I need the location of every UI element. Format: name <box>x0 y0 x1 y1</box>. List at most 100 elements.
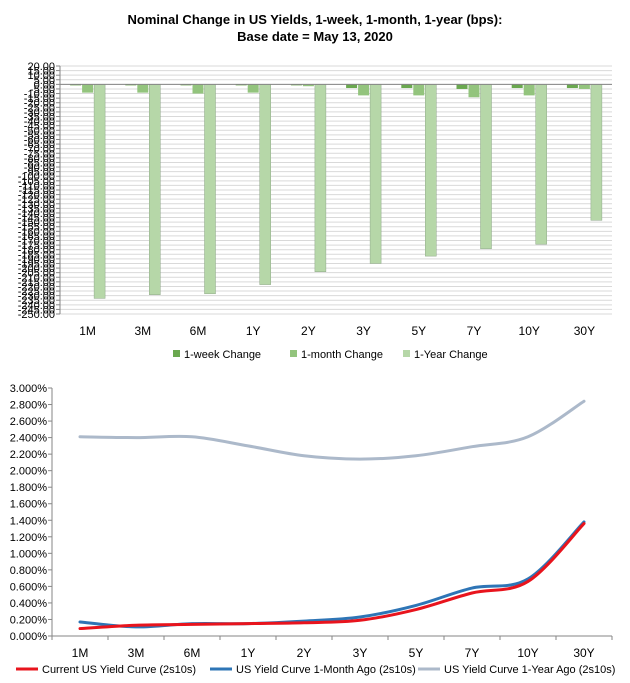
bar-1-month-change-2y <box>302 84 314 87</box>
bar-1-month-change-3y <box>358 84 370 96</box>
line-x-tick-label: 3M <box>128 646 145 660</box>
bar-y-tick-label: -5.00 <box>30 84 55 96</box>
bar-1-week-change-30y <box>566 84 578 89</box>
bar-x-tick-label: 3M <box>134 324 151 338</box>
bar-legend: 1-week Change 1-month Change 1-Year Change <box>173 349 488 361</box>
bar-y-tick-label: -130.00 <box>18 199 55 211</box>
line-x-tick-label: 30Y <box>573 646 594 660</box>
line-x-tick-label: 6M <box>184 646 201 660</box>
bar-y-tick-label: 15.00 <box>27 66 55 78</box>
bar-y-tick-label: 5.00 <box>34 75 55 87</box>
bar-y-tick-label: -210.00 <box>18 272 55 284</box>
line-y-tick-label: 0.000% <box>10 631 48 643</box>
bar-y-tick-label: -125.00 <box>18 194 55 206</box>
line-x-tick-label: 2Y <box>297 646 312 660</box>
line-current-us-yield-curve-2s10s <box>78 522 586 631</box>
line-x-tick-label: 10Y <box>517 646 538 660</box>
bar-y-tick-label: 0.00 <box>34 79 55 91</box>
bar-y-tick-label: -180.00 <box>18 245 55 257</box>
bar-x-tick-label: 3Y <box>356 324 371 338</box>
bar-y-tick-label: -145.00 <box>18 213 55 225</box>
bar-y-tick-label: 10.00 <box>27 70 55 82</box>
line-y-tick-label: 2.000% <box>10 466 48 478</box>
bar-y-tick-label: -245.00 <box>18 304 55 316</box>
line-x-axis: 1M 3M 6M 1Y 2Y 3Y 5Y 7Y 10Y 30Y <box>51 635 613 660</box>
bar-x-tick-label: 7Y <box>467 324 482 338</box>
line-y-tick-label: 0.400% <box>10 598 48 610</box>
bar-y-tick-label: -45.00 <box>24 121 55 133</box>
bar-y-tick-label: -40.00 <box>24 116 55 128</box>
bar-x-axis: 1M 3M 6M 1Y 2Y 3Y 5Y 7Y 10Y 30Y <box>60 83 612 338</box>
bar-1-month-change-5y <box>413 84 425 96</box>
bar-y-tick-label: -250.00 <box>18 309 55 321</box>
bar-y-tick-label: -95.00 <box>24 167 55 179</box>
bar-y-tick-label: -65.00 <box>24 139 55 151</box>
bar-y-tick-label: -215.00 <box>18 277 55 289</box>
bar-x-tick-label: 10Y <box>519 324 540 338</box>
line-y-tick-label: 0.800% <box>10 565 48 577</box>
bar-chart-subtitle: Base date = May 13, 2020 <box>237 29 393 44</box>
line-y-tick-label: 3.000% <box>10 383 48 395</box>
bar-y-tick-label: -200.00 <box>18 263 55 275</box>
bar-1-week-change-7y <box>456 84 468 89</box>
bar-y-tick-label: -235.00 <box>18 295 55 307</box>
bar-y-tick-label: 20.00 <box>27 61 55 73</box>
bar-legend-label: 1-Year Change <box>414 349 488 361</box>
bar-y-tick-label: -140.00 <box>18 208 55 220</box>
bar-y-tick-label: -55.00 <box>24 130 55 142</box>
bar-y-tick-label: -185.00 <box>18 249 55 261</box>
line-y-tick-label: 1.400% <box>10 515 48 527</box>
bar-1-week-change-10y <box>511 84 523 89</box>
bar-y-tick-label: -170.00 <box>18 236 55 248</box>
bar-y-tick-label: -70.00 <box>24 144 55 156</box>
bar-y-tick-label: -240.00 <box>18 300 55 312</box>
bar-x-tick-label: 5Y <box>411 324 426 338</box>
line-y-tick-label: 2.800% <box>10 400 48 412</box>
bar-x-tick-label: 6M <box>190 324 207 338</box>
line-series <box>78 399 586 631</box>
bar-y-tick-label: -135.00 <box>18 203 55 215</box>
bar-y-tick-label: -205.00 <box>18 268 55 280</box>
line-y-tick-label: 0.200% <box>10 614 48 626</box>
bar-1-month-change-1m <box>82 84 94 93</box>
bar-y-tick-label: -175.00 <box>18 240 55 252</box>
line-y-tick-label: 1.000% <box>10 548 48 560</box>
bar-y-tick-label: -85.00 <box>24 157 55 169</box>
bar-x-tick-label: 1Y <box>246 324 261 338</box>
line-x-tick-label: 1M <box>72 646 89 660</box>
bar-y-tick-label: -15.00 <box>24 93 55 105</box>
line-x-tick-label: 1Y <box>241 646 256 660</box>
bar-y-tick-label: -100.00 <box>18 171 55 183</box>
line-y-tick-label: 1.800% <box>10 482 48 494</box>
bar-y-tick-label: -105.00 <box>18 176 55 188</box>
bar-y-tick-label: -195.00 <box>18 258 55 270</box>
line-y-tick-label: 2.200% <box>10 449 48 461</box>
bar-y-tick-label: -35.00 <box>24 112 55 124</box>
bar-y-tick-label: -150.00 <box>18 217 55 229</box>
bar-y-tick-label: -90.00 <box>24 162 55 174</box>
line-us-yield-curve-1-month-ago-2s10s <box>78 520 586 629</box>
line-y-tick-label: 2.400% <box>10 433 48 445</box>
bar-chart: Nominal Change in US Yields, 1-week, 1-m… <box>18 12 612 361</box>
bar-y-tick-label: -75.00 <box>24 148 55 160</box>
line-y-tick-label: 1.600% <box>10 499 48 511</box>
line-y-tick-label: 2.600% <box>10 416 48 428</box>
bar-1-month-change-7y <box>468 84 480 98</box>
bar-y-tick-label: -30.00 <box>24 107 55 119</box>
bar-y-tick-label: -160.00 <box>18 226 55 238</box>
bar-1-month-change-1y <box>247 84 259 93</box>
bar-legend-label: 1-week Change <box>184 349 261 361</box>
bar-1-month-change-30y <box>578 84 590 89</box>
bar-y-tick-label: -120.00 <box>18 190 55 202</box>
line-x-tick-label: 3Y <box>353 646 368 660</box>
line-x-tick-label: 7Y <box>465 646 480 660</box>
line-y-axis: 0.000% 0.200% 0.400% 0.600% 0.800% 1.000% 1.20… <box>10 383 53 643</box>
bar-y-tick-label: -220.00 <box>18 281 55 293</box>
bar-legend-swatch <box>173 350 180 357</box>
line-y-tick-label: 1.200% <box>10 532 48 544</box>
bar-y-tick-label: -80.00 <box>24 153 55 165</box>
line-us-yield-curve-1-year-ago-2s10s <box>78 399 586 461</box>
bar-y-tick-label: -165.00 <box>18 231 55 243</box>
